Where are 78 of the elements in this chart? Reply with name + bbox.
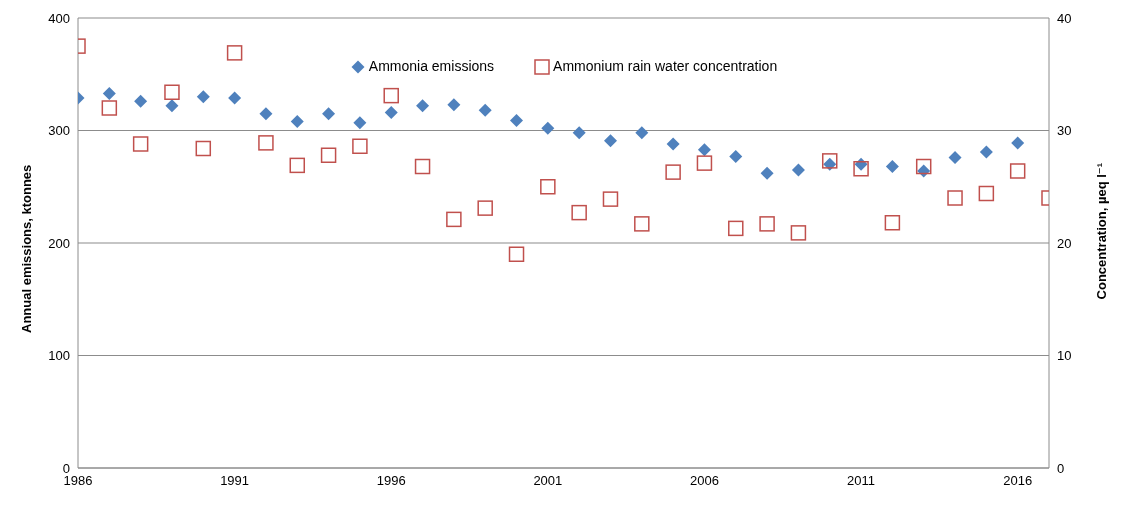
point — [416, 99, 430, 113]
y-tick-label: 100 — [48, 348, 70, 364]
point — [195, 140, 212, 157]
point — [790, 225, 807, 241]
point — [759, 216, 775, 232]
legend-label: Ammonium rain water concentration — [552, 58, 778, 76]
y-tick-label: 300 — [48, 123, 70, 139]
point — [603, 134, 617, 148]
legend-label: Ammonia emissions — [367, 58, 495, 76]
point — [384, 106, 398, 119]
y-tick-label: 200 — [48, 235, 70, 251]
point — [383, 87, 399, 104]
point — [821, 153, 838, 169]
point — [132, 136, 149, 152]
point — [635, 126, 649, 140]
point — [165, 99, 179, 113]
point — [541, 121, 555, 135]
x-tick-label: 1996 — [376, 473, 406, 489]
y2-tick-label: 30 — [1057, 123, 1072, 139]
y2-tick-label: 20 — [1057, 235, 1072, 251]
y2-tick-label: 10 — [1057, 348, 1072, 364]
point — [478, 103, 492, 117]
y2-tick-label: 0 — [1057, 460, 1065, 476]
point — [1009, 163, 1026, 179]
point — [164, 84, 180, 100]
x-tick-label: 2016 — [1003, 473, 1033, 489]
point — [571, 204, 587, 221]
point — [540, 179, 556, 195]
point — [352, 138, 368, 154]
y-tick-label: 400 — [48, 10, 70, 26]
y2-tick-label: 40 — [1057, 10, 1072, 26]
point — [728, 220, 744, 237]
point — [885, 160, 899, 173]
point — [665, 164, 681, 180]
point — [979, 145, 993, 159]
point — [696, 155, 713, 171]
point — [322, 107, 336, 121]
point — [948, 151, 962, 164]
point — [760, 166, 774, 180]
x-tick-label: 1991 — [220, 473, 250, 489]
x-tick-label: 2006 — [689, 473, 719, 489]
point — [853, 161, 869, 177]
point — [791, 163, 805, 177]
point — [102, 86, 116, 100]
point — [477, 200, 493, 216]
point — [510, 113, 524, 127]
point — [414, 158, 431, 175]
point — [101, 100, 118, 116]
point — [226, 45, 243, 61]
point — [1011, 136, 1025, 150]
point — [947, 190, 963, 206]
point — [697, 143, 711, 157]
x-tick-label: 1986 — [63, 473, 93, 489]
x-tick-label: 2001 — [533, 473, 563, 489]
point — [666, 137, 680, 151]
point — [602, 191, 619, 207]
point — [572, 126, 586, 140]
point — [729, 149, 743, 163]
point — [634, 216, 650, 232]
point — [978, 185, 995, 202]
y-tick-label: 0 — [62, 460, 70, 476]
point — [884, 215, 901, 231]
x-tick-label: 2011 — [847, 473, 876, 489]
point — [446, 211, 462, 228]
point — [258, 135, 274, 151]
point — [196, 90, 210, 104]
point — [320, 147, 337, 163]
point — [508, 246, 525, 262]
point — [289, 157, 306, 174]
y-axis-title: Annual emissions, ktonnes — [18, 164, 34, 333]
point — [134, 94, 148, 108]
point — [259, 107, 273, 121]
point — [290, 115, 304, 128]
point — [353, 116, 367, 130]
point — [915, 158, 932, 175]
point — [447, 98, 461, 112]
point — [228, 91, 242, 105]
y2-axis-title: Concentration, µeq l⁻¹ — [1093, 163, 1109, 300]
